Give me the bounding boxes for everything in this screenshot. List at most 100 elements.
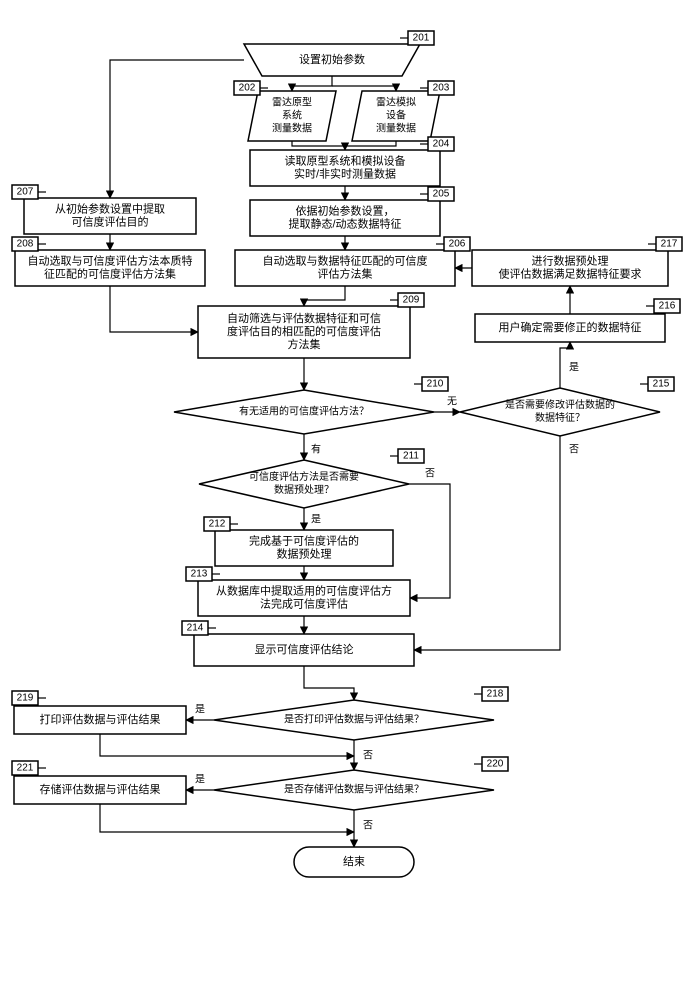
edge xyxy=(304,666,354,700)
node-n206-text: 自动选取与数据特征匹配的可信度 xyxy=(263,254,428,268)
tag-n209: 209 xyxy=(403,295,420,306)
tag-n219: 219 xyxy=(17,693,34,704)
node-n205-text: 依据初始参数设置， xyxy=(296,204,395,218)
edge-label: 否 xyxy=(569,444,579,456)
edge-label: 是 xyxy=(195,774,205,786)
node-n213-text: 从数据库中提取适用的可信度评估方 xyxy=(216,584,392,598)
edge-label: 否 xyxy=(425,468,435,480)
node-n202-text: 测量数据 xyxy=(272,122,312,135)
edge-label: 是 xyxy=(569,362,579,374)
node-n206-text: 评估方法集 xyxy=(318,267,373,281)
node-n211: 可信度评估方法是否需要数据预处理？211 xyxy=(199,449,424,508)
node-n209-text: 度评估目的相匹配的可信度评估 xyxy=(227,324,381,338)
node-n220: 是否存储评估数据与评估结果？ 220 xyxy=(214,757,508,810)
node-end-text: 结束 xyxy=(343,855,365,868)
node-n207: 从初始参数设置中提取可信度评估目的 207 xyxy=(12,185,196,234)
node-n211-text: 数据预处理？ xyxy=(274,483,334,496)
node-n208-text: 征匹配的可信度评估方法集 xyxy=(44,267,176,281)
edge-label: 无 xyxy=(447,397,457,408)
tag-n206: 206 xyxy=(449,239,466,250)
node-n212-text: 完成基于可信度评估的 xyxy=(249,534,359,548)
tag-n218: 218 xyxy=(487,689,504,700)
tag-n221: 221 xyxy=(17,763,34,774)
node-n202-text: 系统 xyxy=(282,109,302,122)
node-n221: 存储评估数据与评估结果 221 xyxy=(12,761,186,804)
node-n214: 显示可信度评估结论 214 xyxy=(182,621,414,666)
node-n201-text: 设置初始参数 xyxy=(299,52,365,66)
node-n217-text: 使评估数据满足数据特征要求 xyxy=(499,267,642,281)
tag-n212: 212 xyxy=(209,519,226,530)
node-n216: 用户确定需要修正的数据特征 216 xyxy=(475,299,680,342)
node-n219: 打印评估数据与评估结果 219 xyxy=(12,691,186,734)
tag-n205: 205 xyxy=(433,189,450,200)
node-n219-text: 打印评估数据与评估结果 xyxy=(40,712,161,726)
tag-n214: 214 xyxy=(187,623,204,634)
tag-n202: 202 xyxy=(239,83,256,94)
node-n209-text: 自动筛选与评估数据特征和可信 xyxy=(227,311,381,325)
node-n202: 雷达原型系统测量数据 202 xyxy=(234,81,336,141)
node-n213-text: 法完成可信度评估 xyxy=(260,597,348,611)
node-n208-text: 自动选取与可信度评估方法本质特 xyxy=(28,254,193,268)
tag-n220: 220 xyxy=(487,759,504,770)
tag-n210: 210 xyxy=(427,379,444,390)
node-n212: 完成基于可信度评估的数据预处理 212 xyxy=(204,517,393,566)
node-n204-text: 实时/非实时测量数据 xyxy=(294,167,396,181)
edge-label: 有 xyxy=(311,443,321,456)
node-n218-text: 是否打印评估数据与评估结果？ xyxy=(284,713,424,726)
edge xyxy=(110,60,244,198)
node-n204: 读取原型系统和模拟设备实时/非实时测量数据 204 xyxy=(250,137,454,186)
node-n203-text: 设备 xyxy=(386,109,406,122)
tag-n201: 201 xyxy=(413,33,430,44)
node-n217: 进行数据预处理使评估数据满足数据特征要求 217 xyxy=(472,237,682,286)
node-n215-text: 是否需要修改评估数据的 xyxy=(505,398,615,411)
node-n215-text: 数据特征？ xyxy=(535,411,585,424)
node-n202-text: 雷达原型 xyxy=(272,96,312,109)
tag-n203: 203 xyxy=(433,83,450,94)
edge xyxy=(100,734,354,756)
node-n217-text: 进行数据预处理 xyxy=(532,254,609,268)
node-n206: 自动选取与数据特征匹配的可信度评估方法集 206 xyxy=(235,237,470,286)
node-n205: 依据初始参数设置，提取静态/动态数据特征 205 xyxy=(250,187,454,236)
edge xyxy=(409,484,450,598)
node-n203-text: 测量数据 xyxy=(376,122,416,135)
tag-n216: 216 xyxy=(659,301,676,312)
edge-label: 否 xyxy=(363,750,373,762)
node-n218: 是否打印评估数据与评估结果？ 218 xyxy=(214,687,508,740)
edge-label: 否 xyxy=(363,820,373,832)
node-n213: 从数据库中提取适用的可信度评估方法完成可信度评估 213 xyxy=(186,567,410,616)
node-n210-text: 有无适用的可信度评估方法？ xyxy=(239,405,369,418)
node-n209: 自动筛选与评估数据特征和可信度评估目的相匹配的可信度评估方法集 209 xyxy=(198,293,424,358)
edge-label: 是 xyxy=(311,514,321,526)
tag-n208: 208 xyxy=(17,239,34,250)
edge xyxy=(100,804,354,832)
node-n203: 雷达模拟设备测量数据 203 xyxy=(352,81,454,141)
edge xyxy=(414,436,560,650)
edge xyxy=(304,286,345,306)
node-n212-text: 数据预处理 xyxy=(277,547,332,561)
node-end: 结束 xyxy=(294,847,414,877)
node-n207-text: 从初始参数设置中提取 xyxy=(55,202,165,216)
node-n203-text: 雷达模拟 xyxy=(376,96,416,109)
edge xyxy=(292,141,345,150)
node-n208: 自动选取与可信度评估方法本质特征匹配的可信度评估方法集 208 xyxy=(12,237,205,286)
tag-n213: 213 xyxy=(191,569,208,580)
tag-n204: 204 xyxy=(433,139,450,150)
node-n216-text: 用户确定需要修正的数据特征 xyxy=(499,320,642,334)
tag-n211: 211 xyxy=(403,451,419,462)
edge xyxy=(110,286,198,332)
node-n207-text: 可信度评估目的 xyxy=(72,215,149,229)
node-n204-text: 读取原型系统和模拟设备 xyxy=(285,154,406,168)
tag-n215: 215 xyxy=(653,379,670,390)
node-n205-text: 提取静态/动态数据特征 xyxy=(288,217,401,231)
tag-n207: 207 xyxy=(17,187,34,198)
node-n210: 有无适用的可信度评估方法？ 210 xyxy=(174,377,448,434)
edge xyxy=(292,76,332,91)
node-n220-text: 是否存储评估数据与评估结果？ xyxy=(284,783,424,796)
node-n221-text: 存储评估数据与评估结果 xyxy=(40,782,161,796)
tag-n217: 217 xyxy=(661,239,678,250)
node-n209-text: 方法集 xyxy=(288,337,321,351)
node-n214-text: 显示可信度评估结论 xyxy=(255,642,354,656)
edge-label: 是 xyxy=(195,704,205,716)
node-n201: 设置初始参数 201 xyxy=(244,31,434,76)
node-n215: 是否需要修改评估数据的数据特征？ 215 xyxy=(460,377,674,436)
